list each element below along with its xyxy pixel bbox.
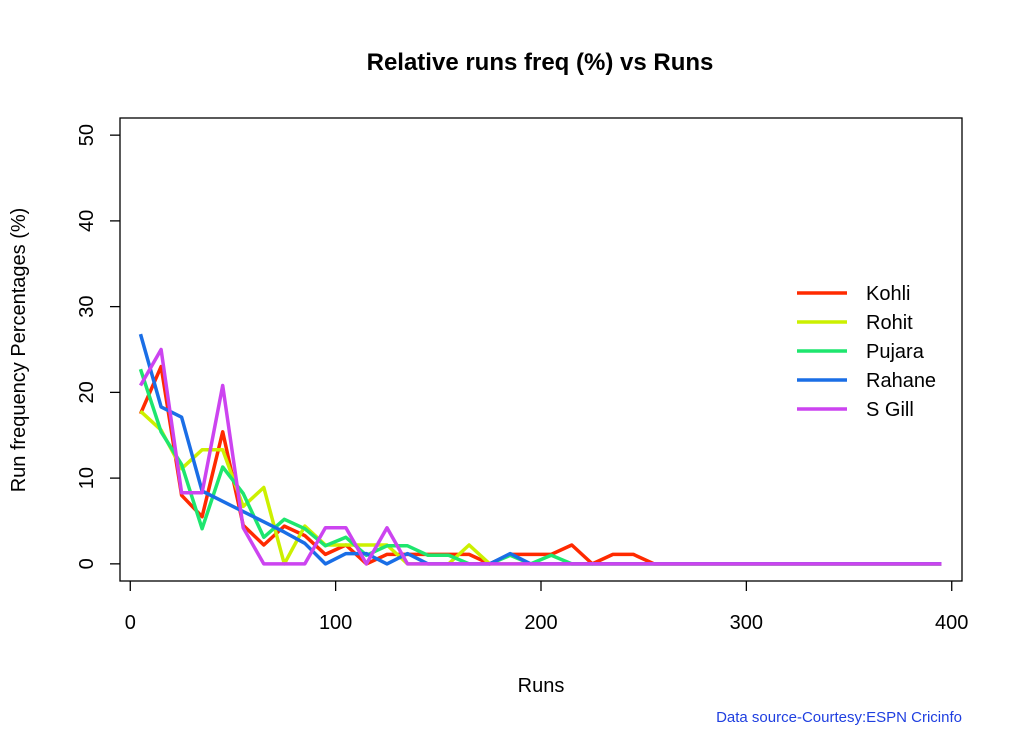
y-tick-label: 0 [76, 558, 98, 569]
x-tick-label: 200 [524, 612, 557, 634]
x-tick-label: 300 [730, 612, 763, 634]
y-axis-label: Run frequency Percentages (%) [8, 208, 30, 493]
y-tick-label: 50 [76, 124, 98, 146]
x-tick-label: 0 [125, 612, 136, 634]
y-tick-label: 20 [76, 381, 98, 403]
x-tick-label: 400 [935, 612, 968, 634]
y-tick-label: 10 [76, 467, 98, 489]
legend-label: Rohit [866, 312, 913, 334]
y-tick-label: 30 [76, 296, 98, 318]
legend-label: Rahane [866, 370, 936, 392]
legend-label: Kohli [866, 283, 910, 305]
data-source-note: Data source-Courtesy:ESPN Cricinfo [716, 709, 962, 726]
x-tick-label: 100 [319, 612, 352, 634]
legend-label: Pujara [866, 341, 925, 363]
x-axis: 0 100 200 300 400 [125, 581, 968, 634]
y-tick-label: 40 [76, 210, 98, 232]
x-axis-label: Runs [518, 675, 565, 697]
legend-label: S Gill [866, 399, 914, 421]
chart-title: Relative runs freq (%) vs Runs [367, 49, 714, 76]
series-line-pujara [138, 368, 942, 566]
legend: Kohli Rohit Pujara Rahane S Gill [797, 283, 936, 421]
series-lines [138, 333, 942, 566]
series-line-s-gill [138, 347, 942, 566]
y-axis: 0 10 20 30 40 50 [76, 124, 120, 569]
